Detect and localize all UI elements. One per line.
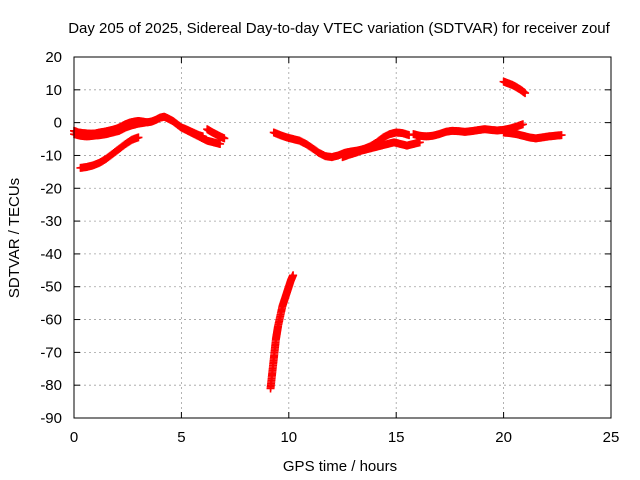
y-tick-label: -50 [40,279,62,296]
y-tick-label: -20 [40,180,62,197]
chart-title: Day 205 of 2025, Sidereal Day-to-day VTE… [68,20,610,37]
series-lower-rising-track [76,133,143,172]
y-tick-label: -90 [40,410,62,427]
series-morning-branch [177,123,225,148]
x-axis-label: GPS time / hours [283,458,397,475]
x-tick-label: 10 [280,429,297,446]
data-point [220,134,229,143]
data-point [518,120,527,129]
y-tick-label: -60 [40,312,62,329]
series-evening-band [499,128,566,143]
x-tick-label: 25 [603,429,620,446]
x-tick-label: 20 [495,429,512,446]
series-upper-band-early-lower [70,118,149,141]
y-tick-label: -30 [40,213,62,230]
y-tick-label: -40 [40,246,62,263]
x-tick-label: 15 [388,429,405,446]
series-deep-excursion [266,271,298,393]
data-point [140,118,149,127]
y-tick-label: 0 [54,115,62,132]
data-point [521,89,530,98]
y-tick-label: 20 [45,49,62,66]
series-evening-high-arc [499,77,530,98]
y-axis-label: SDTVAR / TECUs [6,178,23,298]
data-point [557,131,566,140]
data-point [289,271,298,280]
series-midday-dip-branch [338,138,424,162]
x-tick-label: 5 [177,429,185,446]
tick-layer: 0 5 10 15 20 25 20 10 0 -10 -20 -30 -40 -50 -60 -70 -80 -… [40,49,619,446]
y-tick-label: -10 [40,147,62,164]
series-layer [70,77,566,393]
y-tick-label: -80 [40,377,62,394]
series-afternoon-band [409,120,527,141]
x-tick-label: 0 [70,429,78,446]
data-point [134,133,143,142]
series-morning-branch-2 [203,125,229,143]
y-tick-label: -70 [40,344,62,361]
data-point [216,139,225,148]
grid-layer [74,57,611,418]
plot-frame [73,56,612,419]
y-tick-label: 10 [45,82,62,99]
